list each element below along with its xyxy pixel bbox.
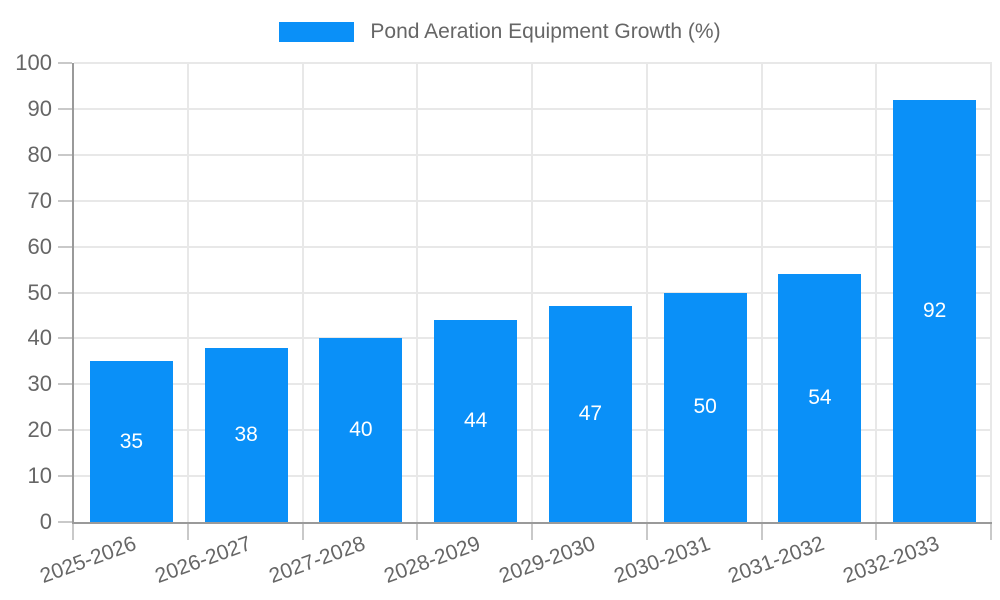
x-tick-mark bbox=[645, 524, 648, 540]
x-tick-mark bbox=[760, 524, 763, 540]
x-tick-label: 2031-2032 bbox=[725, 532, 828, 588]
y-tick-mark bbox=[58, 429, 72, 432]
bar[interactable]: 44 bbox=[434, 320, 518, 522]
bar-value-label: 54 bbox=[808, 386, 832, 410]
x-tick-label: 2025-2026 bbox=[36, 532, 140, 588]
x-axis-line bbox=[72, 522, 992, 524]
gridline-vertical bbox=[186, 63, 189, 522]
y-axis-line bbox=[72, 63, 74, 522]
x-tick-label: 2028-2029 bbox=[381, 532, 484, 588]
y-tick-label: 90 bbox=[27, 95, 52, 121]
bar-value-label: 35 bbox=[119, 429, 144, 453]
bar[interactable]: 50 bbox=[663, 292, 747, 522]
y-tick-mark bbox=[58, 383, 72, 386]
y-tick-mark bbox=[58, 475, 72, 478]
bar[interactable]: 92 bbox=[893, 99, 977, 522]
x-tick-mark bbox=[416, 524, 419, 540]
bar-value-label: 40 bbox=[349, 418, 373, 442]
y-tick-label: 50 bbox=[27, 279, 52, 305]
y-tick-label: 20 bbox=[27, 417, 52, 443]
gridline-horizontal bbox=[74, 62, 992, 64]
bar[interactable]: 47 bbox=[548, 306, 632, 522]
gridline-horizontal bbox=[74, 337, 992, 340]
y-tick-mark bbox=[58, 245, 72, 248]
y-tick-mark bbox=[58, 107, 72, 110]
bar-value-label: 47 bbox=[578, 402, 603, 426]
x-tick-mark bbox=[875, 524, 878, 540]
x-tick-label: 2032-2033 bbox=[840, 532, 943, 588]
gridline-vertical bbox=[990, 63, 992, 522]
gridline-horizontal bbox=[74, 107, 992, 110]
gridline-horizontal bbox=[74, 429, 992, 432]
gridline-horizontal bbox=[74, 475, 992, 478]
y-tick-label: 10 bbox=[27, 463, 52, 489]
legend[interactable]: Pond Aeration Equipment Growth (%) bbox=[0, 20, 1000, 44]
y-tick-mark bbox=[58, 291, 72, 294]
y-tick-label: 40 bbox=[27, 325, 52, 351]
x-tick-label: 2026-2027 bbox=[151, 532, 254, 588]
x-tick-label: 2027-2028 bbox=[266, 532, 369, 588]
gridline-vertical bbox=[760, 63, 763, 522]
gridline-vertical bbox=[645, 63, 648, 522]
bar-value-label: 44 bbox=[463, 409, 488, 433]
gridline-horizontal bbox=[74, 291, 992, 294]
y-tick-label: 60 bbox=[27, 233, 52, 259]
gridline-vertical bbox=[416, 63, 419, 522]
x-tick-mark bbox=[301, 524, 304, 540]
x-tick-mark bbox=[990, 524, 992, 540]
x-tick-label: 2029-2030 bbox=[495, 532, 599, 588]
y-tick-label: 30 bbox=[27, 371, 52, 397]
bar-value-label: 50 bbox=[693, 395, 717, 419]
gridline-horizontal bbox=[74, 153, 992, 156]
x-tick-label: 2030-2031 bbox=[610, 532, 713, 588]
gridline-vertical bbox=[301, 63, 304, 522]
legend-swatch[interactable] bbox=[279, 22, 355, 42]
gridline-vertical bbox=[531, 63, 533, 522]
gridline-vertical bbox=[875, 63, 878, 522]
y-tick-mark bbox=[58, 153, 72, 156]
y-tick-label: 80 bbox=[27, 141, 52, 167]
bar[interactable]: 38 bbox=[204, 347, 288, 522]
bar-value-label: 38 bbox=[234, 422, 258, 446]
y-tick-mark bbox=[58, 62, 72, 64]
gridline-horizontal bbox=[74, 199, 992, 202]
gridline-horizontal bbox=[74, 245, 992, 248]
x-tick-mark bbox=[531, 524, 533, 540]
plot-area: 0 10 20 30 40 50 60 70 80 90 100 35 2025-2026 38 2026-… bbox=[15, 50, 992, 588]
bar-value-label: 92 bbox=[922, 298, 947, 322]
y-tick-label: 0 bbox=[39, 509, 52, 534]
x-tick-mark bbox=[72, 524, 74, 540]
x-tick-mark bbox=[186, 524, 189, 540]
y-tick-label: 70 bbox=[27, 187, 52, 213]
legend-label: Pond Aeration Equipment Growth (%) bbox=[370, 20, 721, 43]
bar[interactable]: 40 bbox=[319, 338, 403, 522]
gridline-horizontal bbox=[74, 383, 992, 386]
y-tick-mark bbox=[58, 521, 72, 523]
y-tick-mark bbox=[58, 337, 72, 340]
y-tick-mark bbox=[58, 199, 72, 202]
y-tick-label: 100 bbox=[15, 50, 52, 75]
bar[interactable]: 54 bbox=[778, 274, 862, 522]
bar[interactable]: 35 bbox=[89, 361, 173, 522]
